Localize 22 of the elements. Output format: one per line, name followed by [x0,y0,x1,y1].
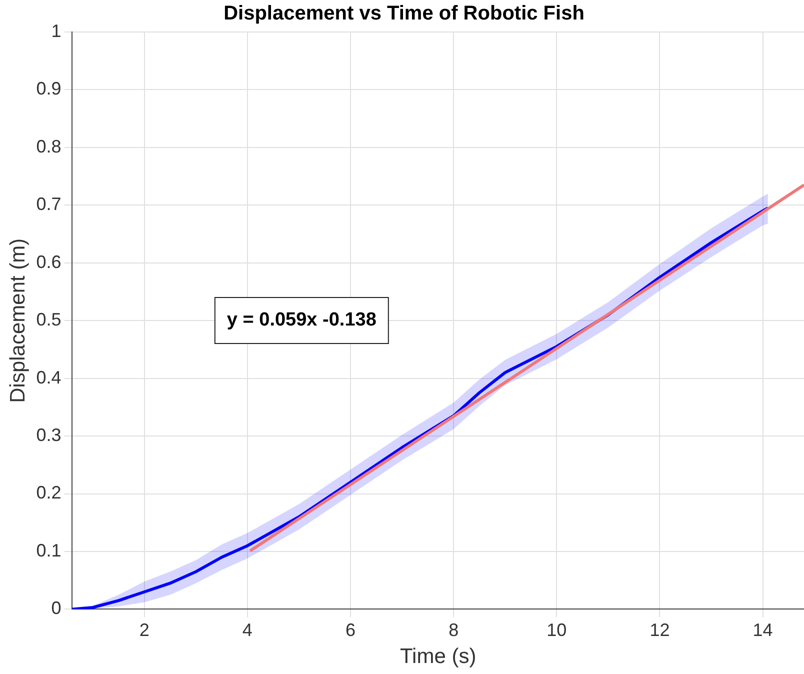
annotation: y = 0.059x -0.138 [226,310,376,331]
y-tick-label: 0.1 [36,540,62,560]
y-tick-label: 0.7 [36,194,62,214]
y-tick-label: 1 [51,20,62,41]
x-tick-label: 12 [650,620,670,640]
y-tick-label: 0.3 [36,425,62,446]
chart-title: Displacement vs Time of Robotic Fish [224,2,584,25]
y-tick-label: 0.4 [36,367,62,388]
y-tick-label: 0.9 [36,78,62,99]
x-tick-label: 4 [242,620,252,640]
x-tick-label: 10 [546,620,567,640]
x-tick-label: 14 [752,620,773,640]
x-tick-label: 2 [139,620,150,640]
y-tick-label: 0.5 [36,310,62,330]
y-axis-title: Displacement (m) [6,238,30,403]
x-tick-label: 6 [345,620,356,640]
y-tick-label: 0.2 [36,482,62,503]
x-tick-label: 8 [448,620,459,640]
y-tick-label: 0 [51,598,62,618]
y-tick-label: 0.6 [36,252,62,272]
y-tick-label: 0.8 [36,136,62,156]
x-axis-title: Time (s) [400,645,476,668]
